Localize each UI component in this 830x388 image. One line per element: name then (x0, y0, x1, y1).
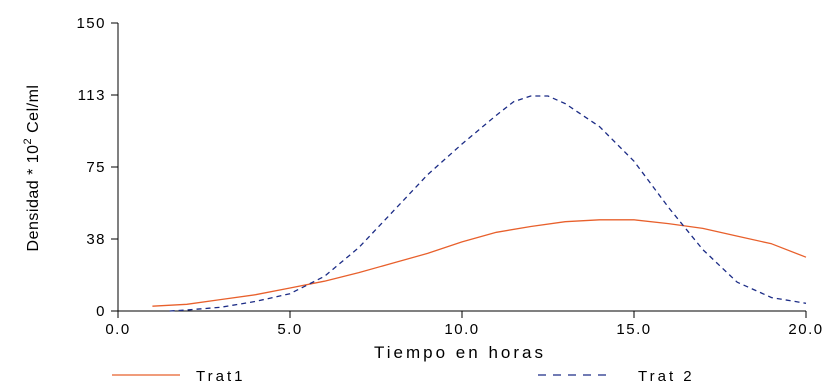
x-tick-label: 20.0 (788, 321, 823, 338)
y-tick-label: 150 (76, 15, 106, 32)
y-tick-label: 113 (78, 87, 106, 104)
x-axis-title: Tiempo en horas (374, 343, 546, 362)
y-axis-title-prefix: Densidad * 10 (25, 144, 42, 251)
x-tick-label: 10.0 (444, 321, 479, 338)
y-axis-title-superscript: 2 (22, 138, 34, 145)
legend-label-trat2: Trat 2 (638, 368, 695, 383)
x-tick-label: 0.0 (105, 321, 130, 338)
legend-label-trat1: Trat1 (196, 368, 245, 383)
legend: Trat1 Trat 2 (112, 368, 695, 385)
y-axis: 0 38 75 113 150 (76, 15, 119, 320)
y-tick-label: 38 (86, 231, 106, 248)
y-axis-title: Densidad * 102 Cel/ml (22, 85, 42, 252)
series-lines (152, 95, 807, 312)
x-axis: 0.0 5.0 10.0 15.0 20.0 (105, 310, 823, 338)
series-line-2 (169, 95, 807, 312)
y-tick-label: 75 (86, 159, 106, 176)
y-tick-label: 0 (96, 303, 106, 320)
x-tick-label: 5.0 (277, 321, 302, 338)
y-axis-title-suffix: Cel/ml (25, 85, 42, 138)
x-tick-label: 15.0 (616, 321, 651, 338)
series-line-1 (152, 219, 807, 307)
